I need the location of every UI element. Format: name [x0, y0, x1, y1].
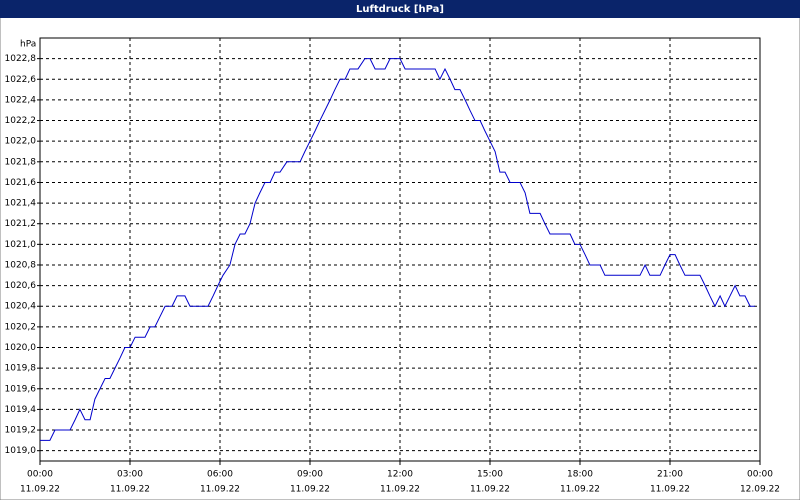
y-tick-label: 1022,4: [5, 95, 37, 105]
x-tick-date: 11.09.22: [20, 485, 60, 495]
y-tick-label: 1022,6: [5, 75, 37, 85]
x-tick-label: 00:00: [27, 470, 53, 480]
x-tick-label: 03:00: [117, 470, 143, 480]
y-tick-label: 1019,2: [5, 426, 37, 436]
y-axis-label: hPa: [20, 40, 36, 50]
y-tick-label: 1019,0: [5, 446, 37, 456]
y-tick-label: 1021,0: [5, 240, 37, 250]
data-line: [40, 58, 755, 441]
x-tick-label: 09:00: [297, 470, 323, 480]
x-tick-date: 11.09.22: [560, 485, 600, 495]
x-tick-date: 11.09.22: [200, 485, 240, 495]
y-tick-label: 1022,8: [5, 54, 37, 64]
y-tick-label: 1019,8: [5, 364, 37, 374]
chart-title: Luftdruck [hPa]: [356, 4, 444, 15]
y-tick-label: 1021,2: [5, 219, 37, 229]
y-tick-label: 1019,4: [5, 405, 37, 415]
x-tick-label: 18:00: [567, 470, 593, 480]
x-tick-date: 11.09.22: [650, 485, 690, 495]
x-tick-label: 12:00: [387, 470, 413, 480]
x-tick-date: 11.09.22: [470, 485, 510, 495]
y-tick-label: 1020,0: [5, 343, 37, 353]
x-tick-label: 21:00: [657, 470, 683, 480]
x-tick-date: 12.09.22: [740, 485, 780, 495]
y-tick-label: 1020,8: [5, 260, 37, 270]
y-tick-label: 1020,4: [5, 302, 37, 312]
x-tick-label: 06:00: [207, 470, 233, 480]
x-tick-date: 11.09.22: [290, 485, 330, 495]
y-tick-label: 1022,2: [5, 116, 37, 126]
y-tick-label: 1021,8: [5, 157, 37, 167]
title-bar: [0, 0, 800, 18]
y-tick-label: 1020,2: [5, 322, 37, 332]
x-tick-label: 15:00: [477, 470, 503, 480]
y-tick-label: 1020,6: [5, 281, 37, 291]
y-tick-label: 1019,6: [5, 384, 37, 394]
x-tick-label: 00:00: [747, 470, 773, 480]
x-tick-date: 11.09.22: [110, 485, 150, 495]
x-tick-date: 11.09.22: [380, 485, 420, 495]
y-tick-label: 1022,0: [5, 137, 37, 147]
y-tick-label: 1021,6: [5, 178, 37, 188]
y-tick-label: 1021,4: [5, 199, 37, 209]
